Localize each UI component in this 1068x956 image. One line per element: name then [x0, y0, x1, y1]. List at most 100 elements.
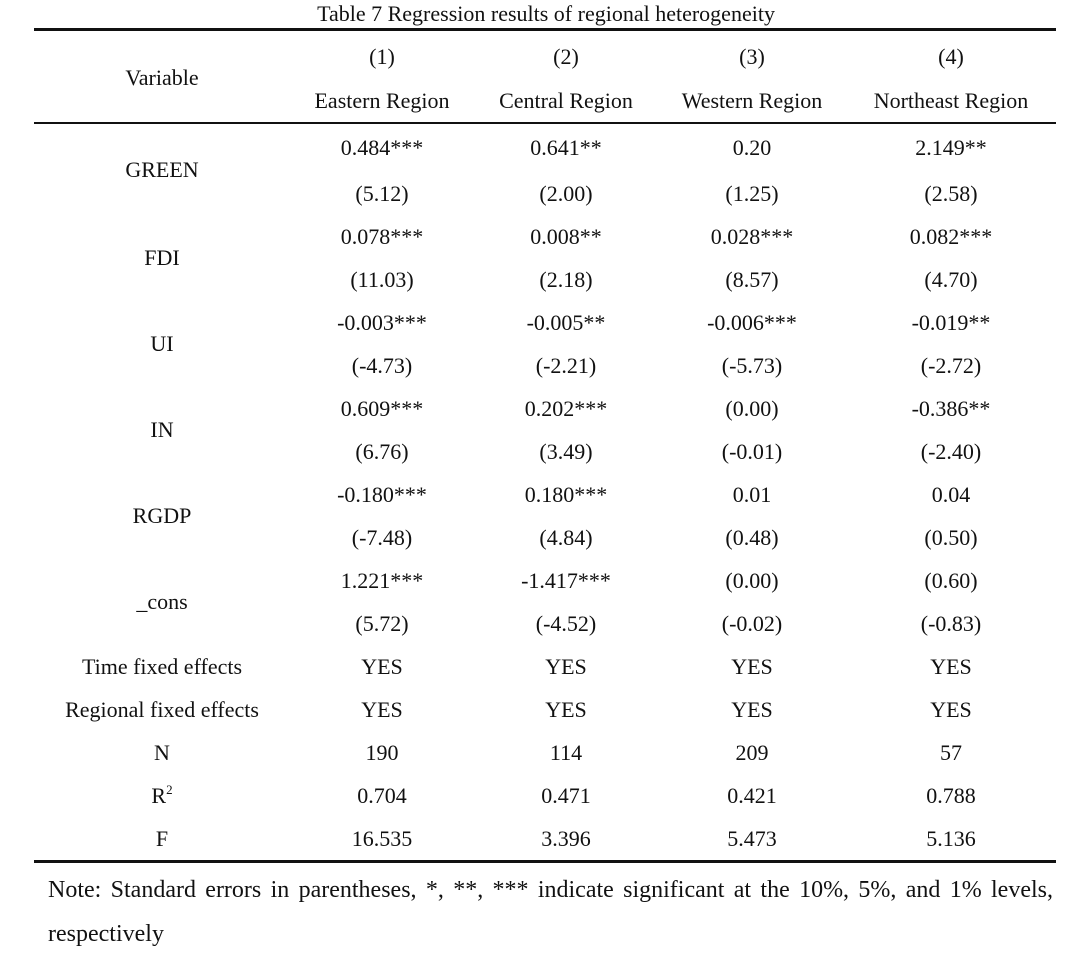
header-row-names: Eastern Region Central Region Western Re… — [34, 80, 1056, 124]
variable-label: _cons — [136, 589, 188, 614]
stat-label: Time fixed effects — [81, 653, 243, 679]
stat-label: N — [154, 739, 170, 765]
se-cell: (-4.73) — [351, 352, 413, 378]
coef-row: FDI 0.078*** 0.008** 0.028*** 0.082*** — [34, 215, 1056, 271]
se-row: (-7.48) (4.84) (0.48) (0.50) — [34, 516, 1056, 559]
stat-label: Regional fixed effects — [65, 696, 259, 722]
coef-row: GREEN 0.484*** 0.641** 0.20 2.149** — [34, 123, 1056, 182]
coef-cell: 0.484*** — [340, 135, 424, 160]
se-cell: (4.84) — [539, 524, 593, 550]
coef-row: RGDP -0.180*** 0.180*** 0.01 0.04 — [34, 473, 1056, 529]
column-name: Eastern Region — [290, 80, 474, 124]
se-cell: (2.58) — [924, 180, 978, 206]
coef-cell: (0.00) — [725, 395, 779, 421]
coef-row: UI -0.003*** -0.005** -0.006*** -0.019** — [34, 301, 1056, 357]
coef-cell: 0.180*** — [524, 481, 608, 507]
stat-cell: YES — [545, 696, 587, 722]
stat-cell: 5.136 — [846, 817, 1056, 863]
coef-cell: 0.082*** — [909, 223, 993, 249]
stat-cell: 57 — [940, 739, 962, 765]
stat-cell: 209 — [735, 739, 769, 765]
se-cell: (-0.83) — [920, 610, 982, 636]
se-row: (6.76) (3.49) (-0.01) (-2.40) — [34, 430, 1056, 473]
se-cell: (5.12) — [355, 180, 409, 206]
stat-row-time-fe: Time fixed effects YES YES YES YES — [34, 645, 1056, 688]
variable-label: GREEN — [125, 156, 199, 182]
stat-row-regional-fe: Regional fixed effects YES YES YES YES — [34, 688, 1056, 731]
r2-base: R — [151, 782, 167, 808]
se-cell: (11.03) — [350, 266, 414, 292]
column-name: Central Region — [474, 80, 658, 124]
coef-cell: 0.641** — [530, 135, 602, 160]
se-row: (5.12) (2.00) (1.25) (2.58) — [34, 172, 1056, 215]
se-cell: (-4.52) — [535, 610, 597, 636]
column-number: (1) — [290, 28, 474, 80]
column-name: Western Region — [658, 80, 846, 124]
table-note: Note: Standard errors in parentheses, *,… — [48, 877, 1053, 947]
regression-table: Variable (1) (2) (3) (4) Eastern Region … — [34, 28, 1056, 863]
coef-cell: 0.008** — [530, 223, 602, 249]
coef-cell: (0.00) — [725, 567, 779, 593]
variable-label: RGDP — [132, 503, 192, 528]
coef-row: _cons 1.221*** -1.417*** (0.00) (0.60) — [34, 559, 1056, 615]
stat-cell: 190 — [365, 739, 399, 765]
se-cell: (-2.40) — [920, 438, 982, 464]
stat-cell: 114 — [549, 739, 583, 765]
se-cell: (-2.21) — [535, 352, 597, 378]
header-row-numbers: Variable (1) (2) (3) (4) — [34, 28, 1056, 124]
se-row: (5.72) (-4.52) (-0.02) (-0.83) — [34, 602, 1056, 645]
coef-cell: (0.60) — [924, 567, 978, 593]
se-cell: (8.57) — [725, 266, 779, 292]
se-cell: (-0.02) — [721, 610, 783, 636]
variable-header: Variable — [34, 28, 290, 124]
stat-label: F — [34, 817, 290, 863]
stat-row-n: N 190 114 209 57 — [34, 731, 1056, 774]
column-number: (2) — [474, 28, 658, 80]
coef-cell: -0.005** — [526, 309, 606, 335]
column-number: (4) — [846, 28, 1056, 80]
se-cell: (-5.73) — [721, 352, 783, 378]
column-number: (3) — [658, 28, 846, 80]
se-cell: (3.49) — [539, 438, 593, 464]
stat-cell: 3.396 — [474, 817, 658, 863]
se-cell: (0.50) — [924, 524, 978, 550]
coef-cell: -0.386** — [911, 395, 991, 421]
table-title: Table 7 Regression results of regional h… — [317, 1, 775, 26]
coef-cell: 0.01 — [732, 481, 772, 507]
coef-cell: 0.078*** — [340, 223, 424, 249]
coef-cell: -0.180*** — [337, 481, 427, 507]
se-cell: (4.70) — [924, 266, 978, 292]
coef-cell: -0.006*** — [707, 309, 797, 335]
coef-row: IN 0.609*** 0.202*** (0.00) -0.386** — [34, 387, 1056, 443]
coef-cell: -0.019** — [911, 309, 991, 335]
stat-cell: 5.473 — [658, 817, 846, 863]
stat-cell: YES — [731, 653, 773, 679]
stat-label-r2: R2 — [34, 774, 290, 817]
stat-row-f: F 16.535 3.396 5.473 5.136 — [34, 817, 1056, 863]
se-row: (11.03) (2.18) (8.57) (4.70) — [34, 258, 1056, 301]
coef-cell: 0.20 — [732, 135, 772, 160]
coef-cell: 0.609*** — [340, 395, 424, 421]
stat-cell: 0.471 — [541, 782, 591, 808]
variable-label: IN — [150, 417, 174, 442]
se-cell: (0.48) — [725, 524, 779, 550]
se-cell: (2.18) — [539, 266, 593, 292]
stat-cell: YES — [545, 653, 587, 679]
coef-cell: 0.202*** — [524, 395, 608, 421]
coef-cell: 2.149** — [915, 135, 987, 160]
se-cell: (6.76) — [355, 438, 409, 464]
se-cell: (-0.01) — [721, 438, 783, 464]
coef-cell: -0.003*** — [337, 309, 427, 335]
stat-cell: 0.704 — [357, 782, 407, 808]
se-row: (-4.73) (-2.21) (-5.73) (-2.72) — [34, 344, 1056, 387]
variable-label: UI — [150, 331, 174, 356]
se-cell: (-2.72) — [920, 352, 982, 378]
se-cell: (5.72) — [355, 610, 409, 636]
se-cell: (-7.48) — [351, 524, 413, 550]
coef-cell: -1.417*** — [521, 567, 611, 593]
stat-cell: YES — [361, 696, 403, 722]
coef-cell: 1.221*** — [340, 567, 424, 593]
stat-cell: YES — [930, 653, 972, 679]
stat-row-r2: R2 0.704 0.471 0.421 0.788 — [34, 774, 1056, 817]
